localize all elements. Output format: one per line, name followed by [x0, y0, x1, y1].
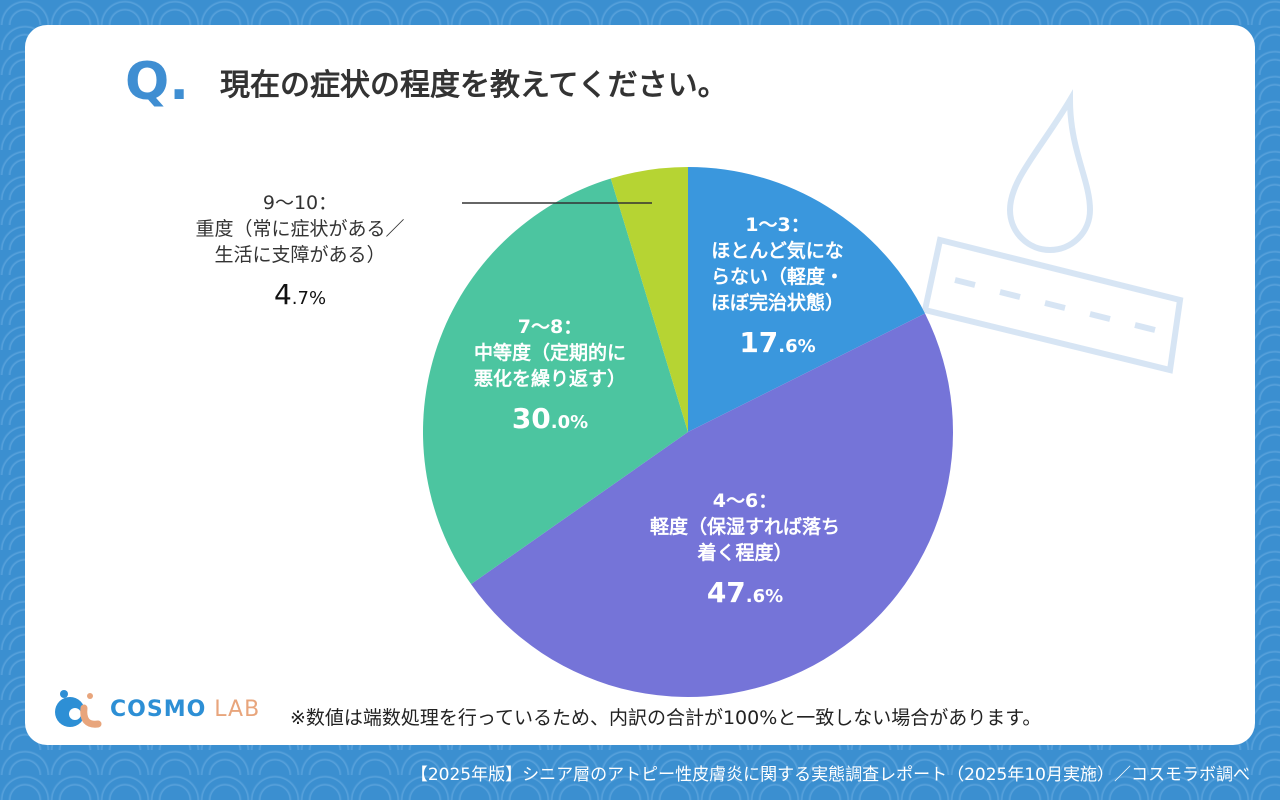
- slice-label-4-6: 4〜6： 軽度（保湿すれば落ち 着く程度） 47.6%: [649, 490, 840, 609]
- logo-mark-icon: [55, 690, 102, 728]
- pie-slice-0: [688, 167, 925, 432]
- question-title: 現在の症状の程度を教えてください。: [220, 68, 728, 103]
- rounding-note: ※数値は端数処理を行っているため、内訳の合計が100%と一致しない場合があります…: [290, 707, 1042, 729]
- pie-slice-3: [610, 167, 688, 432]
- cosmo-lab-logo: COSMO LAB: [50, 688, 260, 730]
- pie-slice-2: [423, 178, 688, 585]
- q-mark: Q.: [125, 52, 189, 112]
- pie-slice-1: [471, 313, 954, 698]
- slice-label-9-10: 9〜10： 重度（常に症状がある／ 生活に支障がある） 4.7%: [195, 192, 405, 311]
- slice-label-1-3: 1〜3： ほとんど気にな らない（軽度・ ほぼ完治状態） 17.6%: [710, 214, 844, 359]
- slice-label-7-8: 7〜8： 中等度（定期的に 悪化を繰り返す） 30.0%: [473, 316, 626, 435]
- droplet-skin-icon: [921, 89, 1184, 374]
- source-footer: 【2025年版】シニア層のアトピー性皮膚炎に関する実態調査レポート（2025年1…: [410, 765, 1250, 785]
